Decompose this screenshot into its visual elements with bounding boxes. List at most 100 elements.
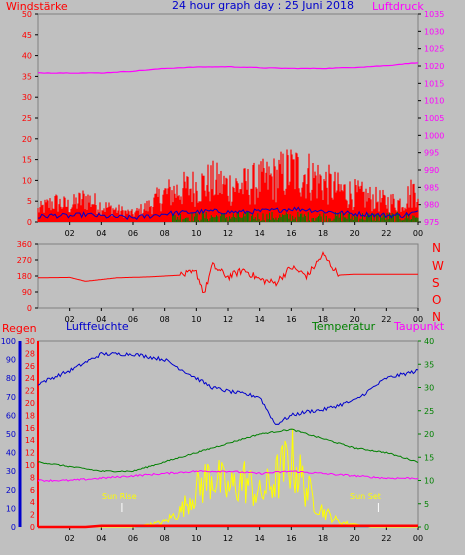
y-left-tick-label: 5: [27, 197, 32, 206]
regen-label: Regen: [2, 322, 37, 335]
humidity-tick-label: 20: [6, 486, 16, 495]
x-tick-label: 06: [128, 534, 138, 543]
y-tick-label: 360: [17, 240, 32, 249]
compass-w: W: [432, 259, 444, 273]
y-right-tick-label: 1020: [424, 62, 444, 71]
y-left-tick-label: 25: [22, 114, 32, 123]
x-tick-label: 22: [381, 534, 391, 543]
temperature-tick-label: 0: [424, 523, 429, 532]
humidity-tick-label: 50: [6, 430, 16, 439]
rain-tick-label: 0: [30, 523, 35, 532]
wind-avg-line: [37, 206, 419, 221]
y-right-tick-label: 980: [424, 201, 439, 210]
x-tick-label: 22: [381, 229, 391, 238]
x-tick-label: 18: [318, 229, 328, 238]
humidity-tick-label: 30: [6, 467, 16, 476]
x-tick-label: 16: [286, 534, 296, 543]
x-tick-label: 20: [350, 315, 360, 324]
x-tick-label: 04: [96, 534, 106, 543]
rain-tick-label: 26: [25, 362, 35, 371]
temperature-tick-label: 25: [424, 407, 434, 416]
rain-tick-label: 16: [25, 424, 35, 433]
rain-line: [38, 524, 418, 529]
x-tick-label: 20: [350, 534, 360, 543]
x-tick-label: 10: [191, 534, 201, 543]
y-right-tick-label: 995: [424, 149, 439, 158]
pressure-axis-label: Luftdruck: [372, 0, 424, 13]
y-tick-label: 90: [22, 288, 32, 297]
humidity-tick-label: 60: [6, 411, 16, 420]
y-left-tick-label: 15: [22, 156, 32, 165]
taupunkt-label: Taupunkt: [393, 320, 445, 333]
x-tick-label: 16: [286, 229, 296, 238]
temperature-tick-label: 40: [424, 337, 434, 346]
rain-tick-label: 18: [25, 411, 35, 420]
chart-title: 24 hour graph day : 25 Juni 2018: [172, 0, 354, 12]
x-tick-label: 00: [413, 315, 423, 324]
y-right-tick-label: 975: [424, 218, 439, 227]
x-tick-label: 00: [413, 534, 423, 543]
humidity-tick-label: 40: [6, 449, 16, 458]
x-tick-label: 06: [128, 229, 138, 238]
compass-n2: N: [432, 310, 441, 324]
y-right-tick-label: 1010: [424, 97, 444, 106]
temperature-line: [37, 428, 419, 473]
x-tick-label: 10: [191, 315, 201, 324]
compass-labels: N W S O N: [432, 241, 444, 324]
x-tick-label: 02: [65, 229, 75, 238]
rain-tick-label: 30: [25, 337, 35, 346]
y-right-tick-label: 1030: [424, 27, 444, 36]
x-tick-label: 00: [413, 229, 423, 238]
x-tick-label: 10: [191, 229, 201, 238]
sun-rise-label: Sun Rise: [102, 492, 137, 501]
y-left-tick-label: 50: [22, 10, 32, 19]
x-tick-label: 08: [160, 534, 170, 543]
x-tick-label: 02: [65, 315, 75, 324]
y-right-tick-label: 1005: [424, 114, 444, 123]
y-right-tick-label: 990: [424, 166, 439, 175]
humidity-line: [37, 351, 419, 425]
y-right-tick-label: 1015: [424, 79, 444, 88]
compass-o: O: [432, 293, 441, 307]
dewpoint-line: [37, 470, 419, 483]
temperature-tick-label: 20: [424, 430, 434, 439]
x-tick-label: 14: [255, 315, 265, 324]
rain-tick-label: 24: [25, 374, 35, 383]
y-left-tick-label: 20: [22, 135, 32, 144]
x-tick-label: 12: [223, 229, 233, 238]
sun-set-label: Sun Set: [350, 492, 381, 501]
humidity-tick-label: 100: [1, 337, 16, 346]
x-tick-label: 14: [255, 534, 265, 543]
compass-n: N: [432, 241, 441, 255]
x-tick-label: 12: [223, 315, 233, 324]
panel-humidity-temperature: 0102030405060708090100024681012141618202…: [1, 337, 434, 543]
rain-tick-label: 28: [25, 349, 35, 358]
rain-tick-label: 14: [25, 436, 35, 445]
y-tick-label: 180: [17, 272, 32, 281]
y-left-tick-label: 40: [22, 52, 32, 61]
humidity-tick-label: 10: [6, 504, 16, 513]
rain-tick-label: 8: [30, 473, 35, 482]
temperature-tick-label: 30: [424, 384, 434, 393]
humidity-tick-label: 80: [6, 374, 16, 383]
x-tick-label: 16: [286, 315, 296, 324]
y-tick-label: 270: [17, 256, 32, 265]
y-tick-label: 0: [27, 304, 32, 313]
y-right-tick-label: 1025: [424, 45, 444, 54]
y-left-tick-label: 30: [22, 93, 32, 102]
temperature-tick-label: 5: [424, 500, 429, 509]
rain-tick-label: 6: [30, 486, 35, 495]
y-right-tick-label: 1000: [424, 131, 444, 140]
humidity-tick-label: 0: [11, 523, 16, 532]
x-tick-label: 04: [96, 229, 106, 238]
x-tick-label: 18: [318, 315, 328, 324]
y-right-tick-label: 985: [424, 183, 439, 192]
rain-tick-label: 22: [25, 387, 35, 396]
x-tick-label: 20: [350, 229, 360, 238]
y-left-tick-label: 45: [22, 31, 32, 40]
x-tick-label: 04: [96, 315, 106, 324]
rain-tick-label: 10: [25, 461, 35, 470]
temperatur-label: Temperatur: [311, 320, 376, 333]
panel-wind-direction: 0 90 180 270 360 02 04 06 08 10 12 14 16 18 20 22 00: [17, 240, 423, 324]
